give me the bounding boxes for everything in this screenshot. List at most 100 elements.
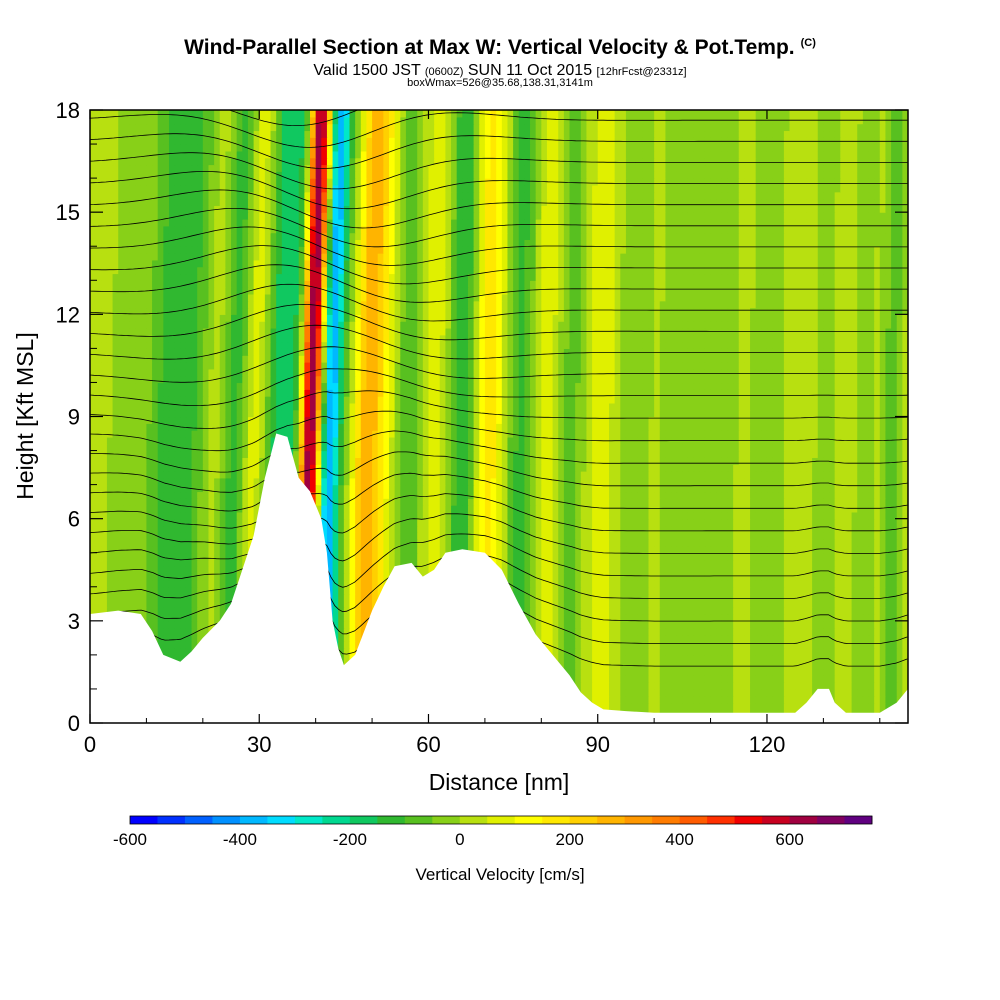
velocity-cell: [95, 532, 102, 540]
velocity-cell: [428, 532, 435, 540]
velocity-cell: [535, 607, 542, 615]
velocity-cell: [620, 532, 627, 540]
velocity-cell: [682, 614, 689, 622]
velocity-cell: [518, 552, 525, 561]
velocity-cell: [642, 566, 650, 574]
velocity-cell: [592, 573, 599, 581]
velocity-cell: [654, 682, 661, 690]
velocity-cell: [812, 614, 819, 622]
velocity-cell: [789, 518, 796, 527]
velocity-cell: [129, 573, 136, 581]
velocity-cell: [191, 505, 198, 513]
velocity-cell: [834, 559, 841, 567]
velocity-cell: [112, 573, 119, 581]
velocity-cell: [648, 661, 655, 670]
velocity-cell: [642, 614, 650, 622]
velocity-cell: [197, 600, 204, 608]
velocity-cell: [332, 491, 339, 499]
velocity-cell: [400, 511, 407, 520]
velocity-cell: [247, 484, 255, 493]
velocity-cell: [766, 634, 774, 642]
velocity-cell: [885, 641, 892, 649]
velocity-cell: [879, 552, 887, 561]
velocity-cell: [862, 593, 870, 601]
velocity-cell: [761, 525, 768, 533]
velocity-cell: [118, 607, 125, 615]
velocity-cell: [95, 573, 102, 581]
velocity-cell: [535, 620, 542, 629]
velocity-cell: [834, 661, 841, 670]
velocity-cell: [191, 484, 198, 493]
velocity-cell: [174, 518, 181, 527]
velocity-cell: [710, 600, 717, 608]
velocity-cell: [800, 573, 808, 581]
velocity-cell: [377, 559, 384, 567]
velocity-cell: [524, 573, 531, 581]
velocity-cell: [857, 491, 864, 499]
velocity-cell: [592, 620, 599, 629]
velocity-cell: [174, 511, 181, 520]
velocity-cell: [580, 518, 588, 527]
velocity-cell: [332, 614, 339, 622]
velocity-cell: [507, 539, 514, 547]
velocity-cell: [524, 498, 531, 506]
velocity-cell: [168, 545, 176, 554]
velocity-cell: [360, 484, 368, 493]
velocity-cell: [208, 525, 215, 533]
velocity-cell: [699, 539, 706, 547]
velocity-cell: [891, 511, 898, 520]
velocity-cell: [772, 661, 779, 670]
velocity-cell: [902, 661, 908, 670]
velocity-cell: [586, 648, 593, 656]
velocity-cell: [845, 593, 853, 601]
velocity-cell: [332, 627, 339, 636]
velocity-cell: [609, 668, 616, 676]
velocity-cell: [704, 579, 712, 588]
velocity-cell: [575, 491, 582, 499]
velocity-cell: [891, 498, 898, 506]
velocity-cell: [823, 518, 830, 527]
velocity-cell: [518, 498, 525, 506]
velocity-cell: [214, 518, 221, 527]
velocity-cell: [106, 607, 114, 615]
velocity-cell: [750, 661, 757, 670]
velocity-cell: [806, 654, 813, 663]
velocity-cell: [671, 525, 678, 533]
velocity-cell: [383, 566, 390, 574]
velocity-cell: [885, 505, 892, 513]
velocity-cell: [377, 491, 384, 499]
velocity-cell: [693, 498, 700, 506]
velocity-cell: [755, 648, 762, 656]
velocity-cell: [614, 600, 621, 608]
velocity-cell: [755, 593, 762, 601]
velocity-cell: [665, 525, 672, 533]
velocity-cell: [896, 641, 903, 649]
velocity-cell: [490, 518, 497, 527]
velocity-cell: [152, 532, 159, 540]
velocity-cell: [411, 552, 418, 561]
velocity-cell: [812, 634, 819, 642]
velocity-cell: [885, 573, 892, 581]
velocity-cell: [659, 573, 667, 581]
velocity-cell: [603, 695, 610, 704]
velocity-cell: [671, 532, 678, 540]
velocity-cell: [609, 566, 616, 574]
velocity-cell: [366, 511, 373, 520]
velocity-cell: [174, 505, 181, 513]
velocity-cell: [733, 682, 740, 690]
velocity-cell: [614, 695, 621, 704]
velocity-cell: [530, 511, 537, 520]
velocity-cell: [778, 539, 785, 547]
velocity-cell: [558, 545, 565, 554]
velocity-cell: [671, 566, 678, 574]
velocity-cell: [783, 532, 791, 540]
velocity-cell: [580, 654, 588, 663]
velocity-cell: [716, 586, 723, 595]
velocity-cell: [823, 614, 830, 622]
velocity-cell: [789, 634, 796, 642]
velocity-cell: [247, 518, 255, 527]
velocity-cell: [168, 600, 176, 608]
velocity-cell: [812, 566, 819, 574]
velocity-cell: [123, 545, 131, 554]
velocity-cell: [95, 511, 102, 520]
